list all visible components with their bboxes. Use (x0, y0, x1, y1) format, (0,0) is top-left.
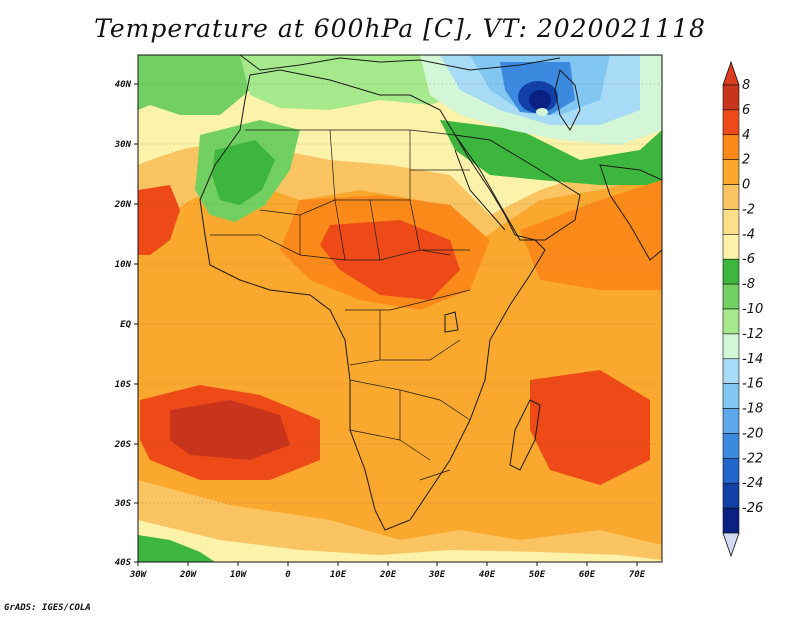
field-green-inner (212, 140, 275, 205)
colorbar-label: -2 (742, 202, 755, 217)
lat-label-30s: 30S (114, 499, 132, 509)
colorbar-label: -4 (742, 227, 755, 242)
lat-label-40s: 40S (115, 558, 132, 568)
plot-title: Temperature at 600hPa [C], VT: 202002111… (94, 14, 706, 43)
lat-label-30n: 30N (114, 140, 132, 150)
colorbar-segment (722, 209, 740, 235)
colorbar-label: -12 (742, 327, 763, 342)
map-frame (137, 54, 663, 563)
lon-axis: 30W 20W 10W 0 10E 20E 30E 40E 50E 60E 70… (129, 562, 646, 580)
colorbar-label: -26 (742, 501, 763, 516)
colorbar-label: -14 (742, 352, 763, 367)
colorbar-segment (722, 458, 740, 484)
colorbar-segment (722, 283, 740, 310)
colorbar-label: 6 (742, 103, 750, 118)
border-5 (210, 234, 470, 261)
lat-label-10n: 10N (115, 260, 132, 270)
colorbar-segment (722, 159, 740, 185)
colorbar-label: -10 (742, 302, 763, 317)
colorbar: 8 6 4 2 0 -2 -4 -6 -8 -10 -12 -14 -16 -18 -20 -22 -24 -26 (722, 60, 763, 558)
colorbar-label: 0 (742, 178, 750, 193)
colorbar-segment (722, 507, 740, 534)
border-6 (345, 289, 471, 366)
lon-label-20e: 20E (379, 570, 397, 580)
caspian-coastline (554, 69, 581, 131)
colorbar-segment (722, 333, 740, 360)
lon-label-30e: 30E (428, 570, 446, 580)
coastlines (199, 55, 662, 531)
colorbar-segment (722, 134, 740, 160)
field-hot-west-atlantic (138, 185, 180, 255)
colorbar-label: 4 (742, 128, 750, 143)
lat-label-20s: 20S (114, 440, 132, 450)
colorbar-label: 8 (742, 78, 750, 93)
credit-text: GrADS: IGES/COLA (4, 603, 91, 613)
india-coastline (599, 164, 662, 261)
colorbar-label: -16 (742, 377, 763, 392)
lat-label-10s: 10S (115, 380, 132, 390)
red-sea-line (454, 149, 506, 231)
field-cooler-south (138, 520, 662, 562)
lon-label-50e: 50E (529, 570, 546, 580)
colorbar-segment (722, 383, 740, 409)
colorbar-segment (722, 408, 740, 434)
field-green-middle-east (440, 120, 662, 185)
field-cold-core-3 (536, 108, 548, 116)
graticule (138, 83, 662, 504)
arabia-coastline (453, 134, 581, 241)
lon-label-70e: 70E (629, 570, 646, 580)
field-green-south-west (138, 535, 215, 562)
colorbar-bottom-cap (722, 532, 740, 558)
lat-label-40n: 40N (115, 80, 132, 90)
colorbar-label: 2 (742, 153, 750, 168)
field-hot-indian-ocean (530, 370, 650, 485)
border-4 (299, 199, 451, 261)
colorbar-label: -22 (742, 451, 763, 466)
europe-coastline (239, 55, 561, 71)
lon-label-10w: 10W (230, 570, 248, 580)
colorbar-segment (722, 482, 740, 509)
country-borders (210, 129, 471, 481)
field-green-atlantic-north (138, 55, 250, 115)
lon-label-0: 0 (285, 570, 291, 580)
lat-label-20n: 20N (114, 200, 132, 210)
lon-label-20w: 20W (179, 570, 198, 580)
colorbar-segment (722, 184, 740, 210)
colorbar-segment (722, 84, 740, 111)
colorbar-segment (722, 358, 740, 384)
colorbar-segment (722, 308, 740, 335)
lon-label-10e: 10E (330, 570, 347, 580)
field-cool-south-west (138, 480, 662, 562)
field-cold-core-2 (529, 90, 551, 110)
lake-victoria (444, 311, 459, 333)
lon-label-30w: 30W (129, 570, 148, 580)
map-panel (138, 55, 662, 562)
lon-label-40e: 40E (479, 570, 496, 580)
lat-label-eq: EQ (120, 320, 131, 330)
madagascar-coastline (509, 399, 541, 471)
colorbar-segment (722, 433, 740, 459)
colorbar-label: -24 (742, 476, 763, 491)
colorbar-label: -6 (742, 252, 755, 267)
colorbar-segment (722, 234, 740, 260)
field-hotter-africa (320, 220, 460, 300)
border-3 (409, 129, 470, 171)
colorbar-segment (722, 109, 740, 136)
colorbar-segment (722, 258, 740, 285)
lat-axis: 40N 30N 20N 10N EQ 10S 20S 30S 40S (114, 80, 138, 568)
colorbar-label: -20 (742, 426, 763, 441)
colorbar-top-cap (722, 60, 740, 86)
field-hotter-south-atlantic (170, 400, 290, 460)
field-warm-east (520, 180, 662, 290)
lon-label-60e: 60E (579, 570, 596, 580)
border-7 (349, 379, 471, 481)
colorbar-label: -8 (742, 277, 755, 292)
colorbar-label: -18 (742, 402, 763, 417)
